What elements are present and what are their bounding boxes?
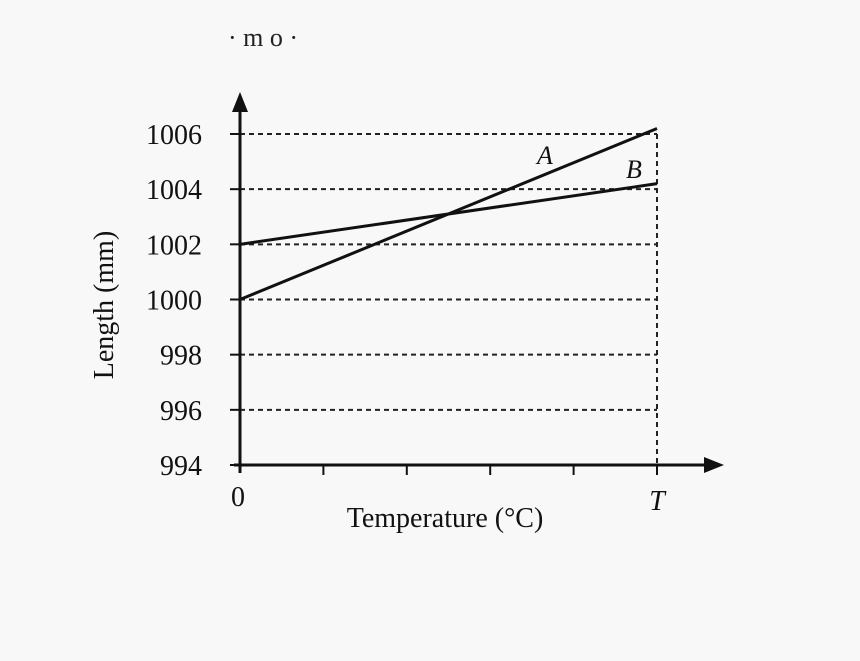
- series-label-A: A: [535, 141, 553, 170]
- y-tick-label-1000: 1000: [146, 286, 202, 317]
- series-label-B: B: [626, 155, 642, 184]
- page-top-fragment: · m o ·: [228, 23, 298, 52]
- series-line-B: [239, 182, 658, 246]
- x-tick-label-T: T: [649, 486, 667, 517]
- y-axis-arrow: [232, 92, 248, 112]
- y-tick-label-998: 998: [160, 341, 202, 372]
- x-axis-title: Temperature (°C): [347, 503, 544, 534]
- y-tick-label-996: 996: [160, 396, 202, 427]
- grid-lines: [240, 133, 658, 465]
- series-lines: [239, 127, 658, 301]
- axes: [230, 92, 724, 475]
- y-tick-label-1004: 1004: [146, 175, 202, 206]
- x-axis-arrow: [704, 457, 724, 473]
- x-tick-label-0: 0: [231, 482, 245, 513]
- y-tick-label-1002: 1002: [146, 230, 202, 261]
- y-tick-label-994: 994: [160, 451, 202, 482]
- y-tick-label-1006: 1006: [146, 120, 202, 151]
- tick-labels: 994 996 998 1000 1002 1004 1006 0 T A B: [146, 120, 667, 517]
- y-axis-title: Length (mm): [89, 231, 120, 380]
